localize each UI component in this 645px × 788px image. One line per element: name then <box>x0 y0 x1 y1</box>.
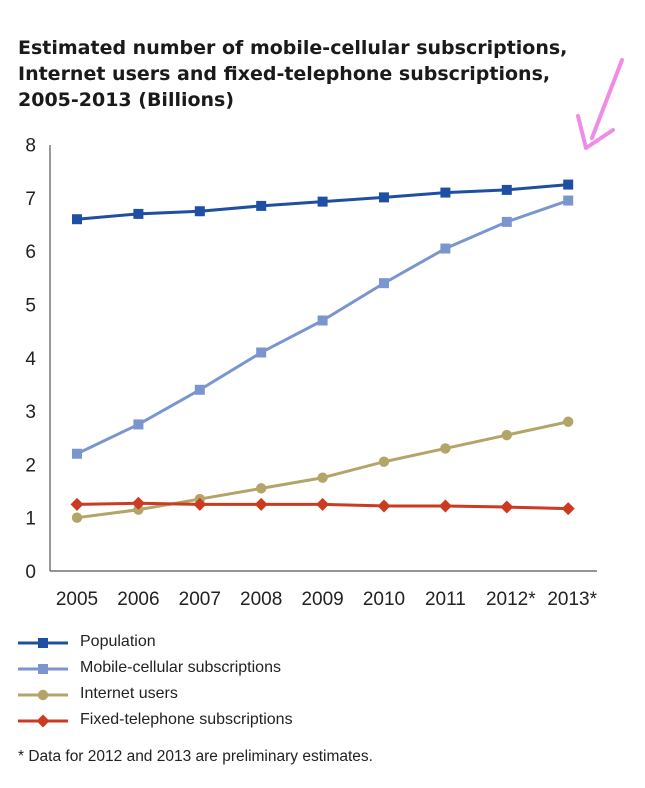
legend-label-population: Population <box>80 633 156 650</box>
data-point-fixed-7 <box>500 500 514 514</box>
legend-item-internet: Internet users <box>18 684 348 710</box>
y-tick-label-2: 2 <box>25 455 36 476</box>
data-point-fixed-4 <box>316 497 330 511</box>
legend-label-internet: Internet users <box>80 685 178 702</box>
x-tick-label-2006: 2006 <box>117 589 159 610</box>
data-point-population-4 <box>317 196 328 207</box>
data-point-internet-4 <box>317 472 328 483</box>
x-tick-label-2008: 2008 <box>240 589 282 610</box>
chart-title-line-2: Internet users and fixed-telephone subsc… <box>18 63 551 85</box>
y-tick-label-8: 8 <box>25 136 36 157</box>
y-tick-label-6: 6 <box>25 242 36 263</box>
data-point-population-1 <box>133 208 144 219</box>
y-tick-label-5: 5 <box>25 296 36 317</box>
data-point-mobile-3 <box>256 347 267 358</box>
data-point-population-2 <box>194 206 205 217</box>
arrow-head <box>576 114 615 150</box>
axes <box>49 145 597 572</box>
data-point-population-7 <box>501 184 512 195</box>
data-point-population-3 <box>256 200 267 211</box>
data-point-mobile-5 <box>379 278 389 289</box>
legend-marker-fixed <box>36 714 50 728</box>
y-tick-label-4: 4 <box>25 349 36 370</box>
legend-swatch-internet <box>18 689 68 701</box>
data-point-population-8 <box>563 179 574 190</box>
data-point-fixed-6 <box>438 499 452 513</box>
data-point-fixed-3 <box>254 497 268 511</box>
data-point-internet-5 <box>378 456 390 467</box>
x-tick-label-2011: 2011 <box>425 589 466 610</box>
y-tick-label-3: 3 <box>25 402 36 423</box>
data-point-internet-3 <box>256 483 267 494</box>
legend-marker-mobile <box>38 664 48 674</box>
series-lines <box>76 183 569 520</box>
y-tick-label-1: 1 <box>25 509 36 530</box>
x-tick-label-2012-est: 2012* <box>486 589 536 610</box>
data-point-fixed-8 <box>561 502 575 516</box>
legend-label-mobile: Mobile-cellular subscriptions <box>80 659 281 676</box>
arrow-shaft <box>590 58 624 140</box>
data-point-internet-6 <box>440 443 451 454</box>
data-point-internet-8 <box>563 416 574 427</box>
data-point-mobile-2 <box>194 384 205 395</box>
chart-title: Estimated number of mobile-cellular subs… <box>18 35 578 113</box>
data-point-internet-0 <box>71 512 83 523</box>
legend-marker-population <box>38 638 48 648</box>
x-tick-label-2009: 2009 <box>301 589 343 610</box>
legend: Population Mobile-cellular subscriptions… <box>18 632 348 736</box>
pink-arrow-annotation <box>576 58 624 150</box>
y-tick-labels: 0 1 2 3 4 5 6 7 8 <box>25 136 36 583</box>
legend-swatch-population <box>18 638 68 648</box>
x-tick-labels: 2005 2006 2007 2008 2009 2010 2011 2012* 2013* <box>56 589 598 610</box>
legend-item-fixed: Fixed-telephone subscriptions <box>18 710 348 736</box>
data-point-fixed-0 <box>70 497 84 511</box>
x-tick-label-2013-est: 2013* <box>547 589 597 610</box>
x-tick-label-2010: 2010 <box>363 589 405 610</box>
data-point-population-6 <box>440 187 451 198</box>
x-tick-label-2007: 2007 <box>179 589 221 610</box>
chart-title-line-1: Estimated number of mobile-cellular subs… <box>18 37 568 59</box>
legend-swatch-fixed <box>18 714 68 728</box>
series-line-mobile <box>76 199 569 456</box>
x-tick-label-2005: 2005 <box>56 589 98 610</box>
legend-label-fixed: Fixed-telephone subscriptions <box>80 711 293 728</box>
legend-marker-internet <box>37 689 49 701</box>
data-point-fixed-5 <box>377 499 391 513</box>
chart-title-line-3: 2005-2013 (Billions) <box>18 89 235 111</box>
data-point-mobile-6 <box>440 243 451 254</box>
data-point-fixed-2 <box>193 497 207 511</box>
series-markers <box>70 179 575 523</box>
data-point-mobile-1 <box>133 419 144 430</box>
y-tick-label-0: 0 <box>25 562 36 583</box>
data-point-mobile-4 <box>317 315 328 326</box>
data-point-population-0 <box>72 214 82 225</box>
legend-swatch-mobile <box>18 664 68 674</box>
legend-item-population: Population <box>18 632 348 658</box>
data-point-mobile-0 <box>72 448 82 459</box>
legend-item-mobile: Mobile-cellular subscriptions <box>18 658 348 684</box>
data-point-population-5 <box>379 192 389 203</box>
data-point-internet-7 <box>501 429 512 441</box>
y-tick-label-7: 7 <box>25 189 36 210</box>
data-point-mobile-8 <box>563 195 574 206</box>
footnote: * Data for 2012 and 2013 are preliminary… <box>18 748 373 765</box>
data-point-fixed-1 <box>131 496 145 510</box>
data-point-mobile-7 <box>501 216 512 227</box>
